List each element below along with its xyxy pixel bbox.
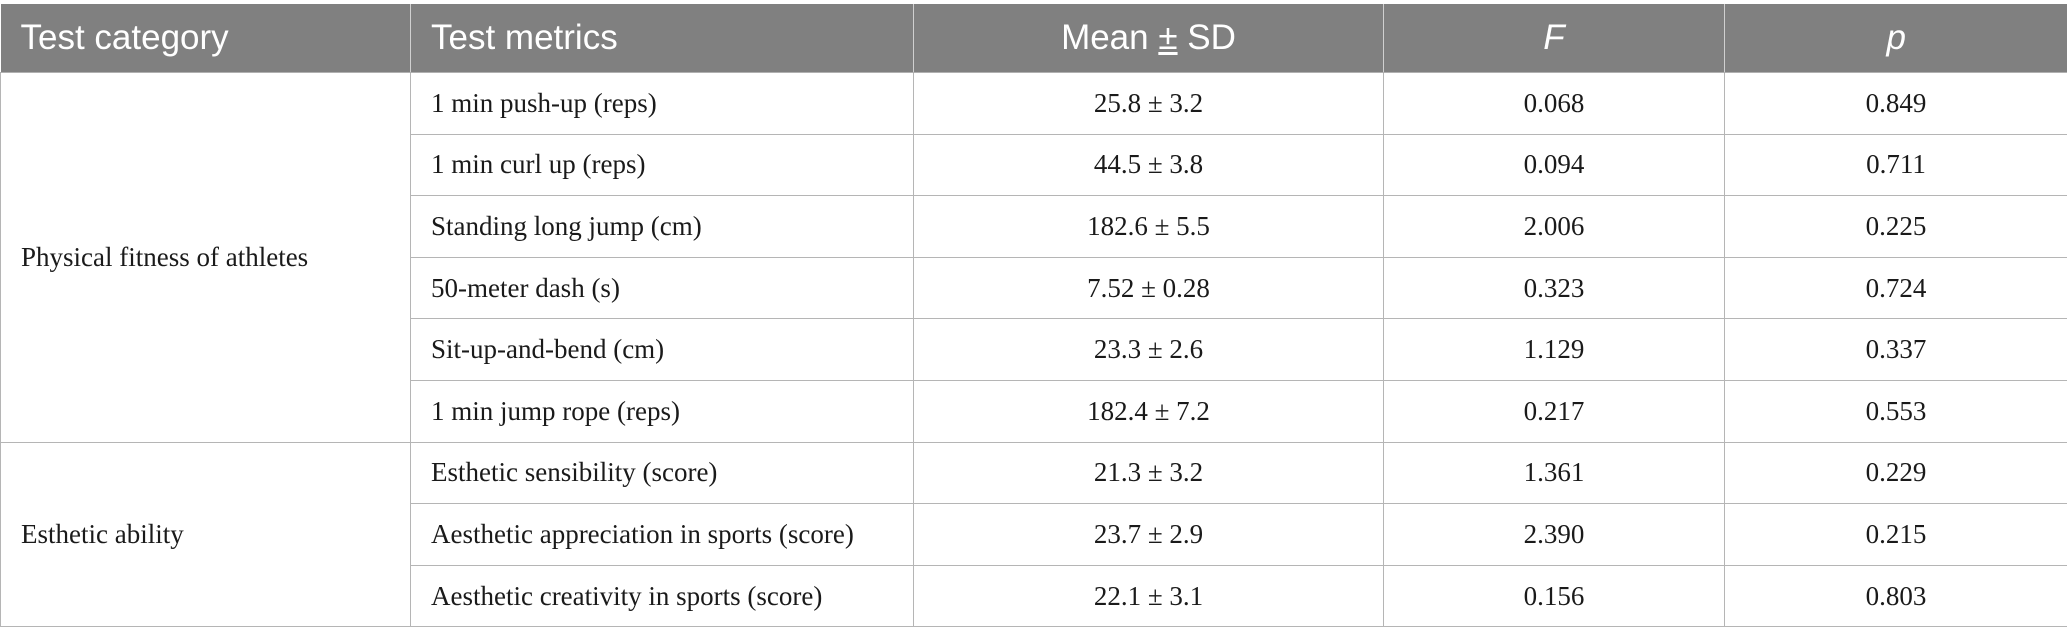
mean-sd-cell: 7.52 ± 0.28 bbox=[913, 256, 1384, 320]
metric-cell: Sit-up-and-bend (cm) bbox=[410, 318, 914, 381]
table-row: Aesthetic creativity in sports (score) 2… bbox=[1, 564, 2067, 628]
f-value-cell: 2.390 bbox=[1383, 503, 1725, 566]
f-value-cell: 0.217 bbox=[1383, 379, 1725, 443]
header-p-value: p bbox=[1724, 4, 2067, 73]
metric-cell: 1 min curl up (reps) bbox=[410, 133, 914, 197]
p-value-cell: 0.711 bbox=[1724, 133, 2067, 197]
f-value-cell: 0.323 bbox=[1383, 256, 1725, 320]
f-value-cell: 0.156 bbox=[1383, 564, 1725, 628]
category-cell-physical-fitness: Physical fitness of athletes bbox=[0, 72, 411, 443]
table-row: Standing long jump (cm) 182.6 ± 5.5 2.00… bbox=[1, 195, 2067, 258]
table-row: 50-meter dash (s) 7.52 ± 0.28 0.323 0.72… bbox=[1, 256, 2067, 320]
mean-sd-cell: 182.4 ± 7.2 bbox=[913, 379, 1384, 443]
f-value-cell: 1.129 bbox=[1383, 318, 1725, 381]
header-f-statistic: F bbox=[1383, 4, 1725, 73]
f-value-cell: 1.361 bbox=[1383, 441, 1725, 505]
table-row: 1 min jump rope (reps) 182.4 ± 7.2 0.217… bbox=[1, 379, 2067, 443]
results-table-container: Test category Test metrics Mean ± SD F p… bbox=[0, 4, 2067, 628]
table-header: Test category Test metrics Mean ± SD F p bbox=[0, 4, 2067, 73]
metric-cell: 1 min push-up (reps) bbox=[410, 72, 914, 135]
header-plus-minus: ± bbox=[1158, 18, 1178, 57]
header-mean-sd: Mean ± SD bbox=[913, 4, 1384, 73]
metric-cell: 1 min jump rope (reps) bbox=[410, 379, 914, 443]
mean-sd-cell: 23.3 ± 2.6 bbox=[913, 318, 1384, 381]
metric-cell: 50-meter dash (s) bbox=[410, 256, 914, 320]
p-value-cell: 0.724 bbox=[1724, 256, 2067, 320]
mean-sd-cell: 25.8 ± 3.2 bbox=[913, 72, 1384, 135]
metric-cell: Standing long jump (cm) bbox=[410, 195, 914, 258]
category-cell-esthetic-ability: Esthetic ability bbox=[0, 441, 411, 628]
p-value-cell: 0.803 bbox=[1724, 564, 2067, 628]
metric-cell: Aesthetic creativity in sports (score) bbox=[410, 564, 914, 628]
metric-cell: Aesthetic appreciation in sports (score) bbox=[410, 503, 914, 566]
header-test-category: Test category bbox=[0, 4, 411, 73]
p-value-cell: 0.215 bbox=[1724, 503, 2067, 566]
p-value-cell: 0.225 bbox=[1724, 195, 2067, 258]
p-value-cell: 0.553 bbox=[1724, 379, 2067, 443]
p-value-cell: 0.229 bbox=[1724, 441, 2067, 505]
mean-sd-cell: 21.3 ± 3.2 bbox=[913, 441, 1384, 505]
p-value-cell: 0.337 bbox=[1724, 318, 2067, 381]
mean-sd-cell: 23.7 ± 2.9 bbox=[913, 503, 1384, 566]
table-row: Aesthetic appreciation in sports (score)… bbox=[1, 503, 2067, 566]
table-row: Esthetic ability Esthetic sensibility (s… bbox=[0, 441, 2067, 628]
table-body: Physical fitness of athletes 1 min push-… bbox=[0, 72, 2067, 628]
table-row: Physical fitness of athletes 1 min push-… bbox=[0, 72, 2067, 443]
f-value-cell: 0.094 bbox=[1383, 133, 1725, 197]
header-mean-prefix: Mean bbox=[1061, 18, 1159, 57]
f-value-cell: 2.006 bbox=[1383, 195, 1725, 258]
table-row: Sit-up-and-bend (cm) 23.3 ± 2.6 1.129 0.… bbox=[1, 318, 2067, 381]
f-value-cell: 0.068 bbox=[1383, 72, 1725, 135]
mean-sd-cell: 44.5 ± 3.8 bbox=[913, 133, 1384, 197]
p-value-cell: 0.849 bbox=[1724, 72, 2067, 135]
header-test-metrics: Test metrics bbox=[410, 4, 914, 73]
mean-sd-cell: 182.6 ± 5.5 bbox=[913, 195, 1384, 258]
header-row: Test category Test metrics Mean ± SD F p bbox=[0, 4, 2067, 73]
mean-sd-cell: 22.1 ± 3.1 bbox=[913, 564, 1384, 628]
metric-cell: Esthetic sensibility (score) bbox=[410, 441, 914, 505]
results-table: Test category Test metrics Mean ± SD F p… bbox=[0, 4, 2067, 628]
header-mean-suffix: SD bbox=[1177, 18, 1236, 57]
